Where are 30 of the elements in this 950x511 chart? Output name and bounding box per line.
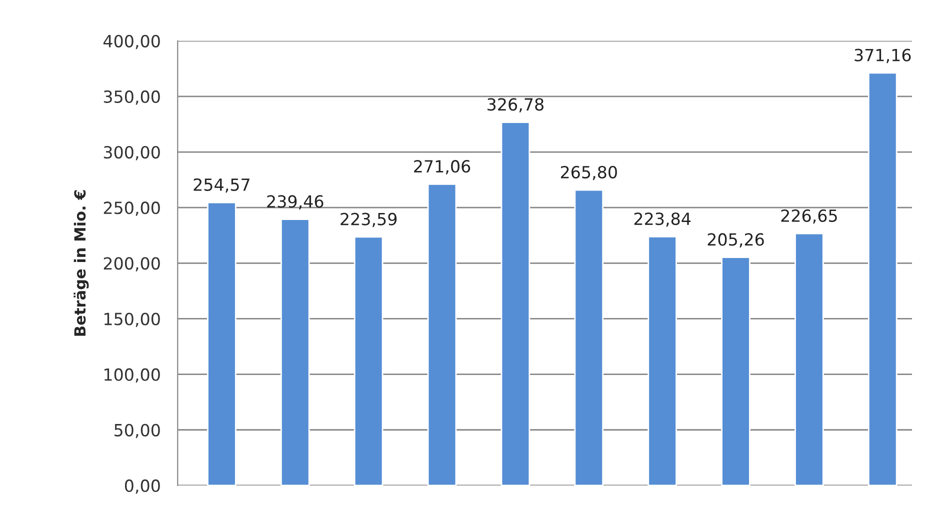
bar (354, 236, 384, 486)
y-tick-label: 0,00 (124, 479, 160, 494)
bar (574, 189, 604, 486)
data-label: 265,80 (560, 166, 617, 180)
y-tick-label: 50,00 (114, 424, 160, 438)
bar (427, 183, 457, 486)
y-tick-label: 300,00 (104, 146, 160, 160)
data-label: 254,57 (194, 178, 250, 193)
bar (207, 202, 236, 486)
data-label: 239,46 (267, 195, 324, 210)
y-tick-label: 150,00 (104, 312, 160, 328)
data-label: 205,26 (708, 233, 764, 248)
y-tick-label: 250,00 (104, 202, 160, 216)
bar (721, 256, 750, 486)
bar (794, 232, 824, 486)
data-label: 223,59 (340, 212, 397, 228)
y-tick-label: 100,00 (104, 368, 160, 383)
bar (280, 218, 310, 486)
data-label: 226,65 (781, 209, 837, 224)
y-axis-title: Beträge in Mio. € (74, 190, 89, 336)
bar (868, 72, 898, 486)
y-tick-label: 200,00 (104, 257, 160, 272)
data-label: 326,78 (488, 98, 544, 112)
bar (648, 236, 677, 486)
data-label: 271,06 (414, 160, 470, 174)
data-label: 223,84 (634, 212, 691, 227)
bar (500, 122, 530, 486)
y-tick-label: 400,00 (103, 34, 160, 50)
data-label: 371,16 (854, 48, 911, 64)
y-tick-label: 350,00 (104, 90, 160, 105)
